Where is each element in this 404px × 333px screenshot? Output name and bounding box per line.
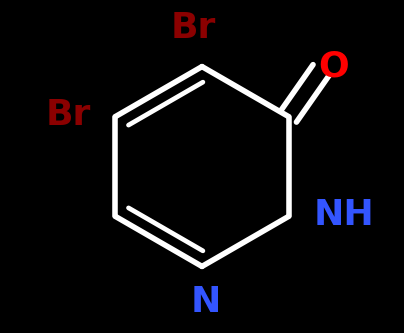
Text: N: N — [190, 285, 221, 319]
Text: Br: Br — [171, 11, 217, 45]
Text: NH: NH — [314, 198, 374, 232]
Text: Br: Br — [45, 98, 90, 132]
Text: O: O — [318, 50, 349, 84]
